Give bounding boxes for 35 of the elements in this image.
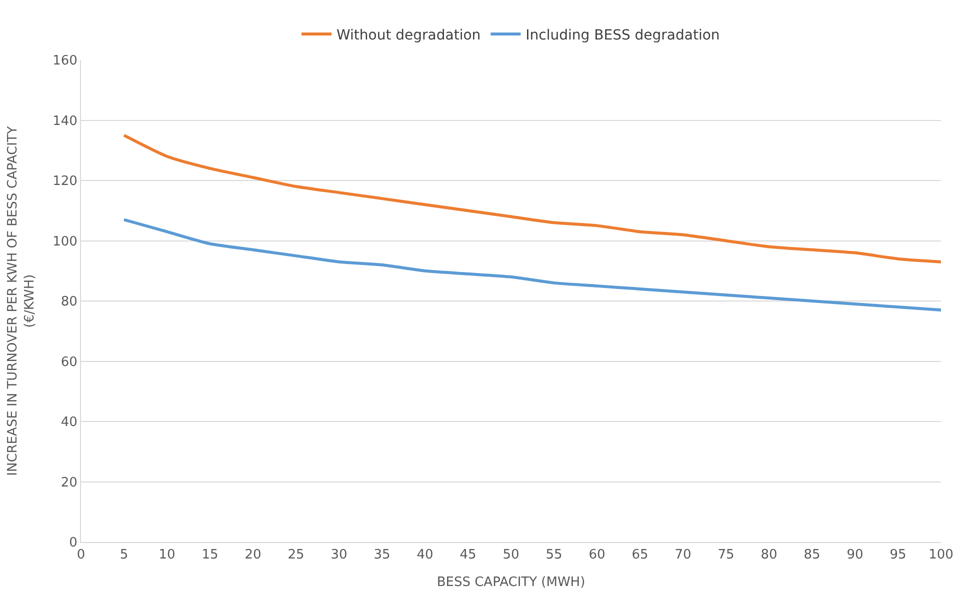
x-axis-title: BESS CAPACITY (MWH) (436, 575, 586, 590)
x-tick-label: 30 (330, 548, 348, 563)
x-tick-label: 65 (632, 548, 648, 563)
x-tick-label: 95 (890, 548, 906, 563)
x-tick-label: 50 (502, 548, 520, 563)
y-tick-label: 100 (52, 234, 78, 250)
x-tick-label: 5 (120, 548, 128, 563)
line-series (122, 218, 941, 312)
y-tick-label: 40 (60, 415, 78, 430)
x-tick-label: 10 (158, 548, 176, 563)
line-series (122, 134, 941, 264)
x-tick-label: 40 (416, 548, 434, 563)
y-tick-label: 60 (60, 354, 78, 370)
x-tick-label: 45 (460, 548, 476, 563)
legend-label: Without degradation (336, 27, 481, 44)
x-tick-label: 100 (928, 548, 954, 563)
x-tick-label: 70 (674, 548, 692, 563)
y-axis-title: INCREASE IN TURNOVER PER KWH OF BESS CAPACITY (€/KWH) (6, 126, 38, 476)
legend-label: Including BESS degradation (526, 27, 720, 44)
x-tick-label: 15 (202, 548, 218, 563)
y-tick-label: 80 (60, 294, 78, 310)
y-tick-label: 140 (52, 114, 78, 129)
x-tick-label: 20 (244, 548, 262, 563)
x-tick-label: 80 (760, 548, 778, 563)
x-tick-label: 75 (718, 548, 734, 563)
x-tick-label: 90 (846, 548, 864, 563)
y-tick-label: 160 (52, 54, 78, 69)
x-tick-label: 85 (804, 548, 820, 563)
y-tick-label: 0 (69, 536, 78, 551)
y-tick-label: 20 (60, 475, 78, 490)
x-tick-label: 25 (288, 548, 304, 563)
x-tick-label: 60 (588, 548, 606, 563)
x-tick-label: 55 (546, 548, 562, 563)
x-tick-label: 35 (374, 548, 390, 563)
y-tick-label: 120 (52, 174, 78, 190)
